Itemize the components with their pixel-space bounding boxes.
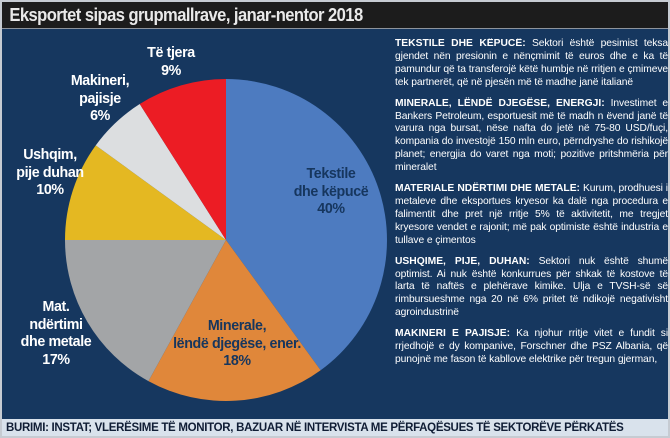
sector-notes: TEKSTILE DHE KËPUCË: Sektori është pesim… — [395, 38, 668, 415]
pie-slice-te-tjera — [139, 79, 226, 240]
slice-name: Minerale, lëndë djegëse, ener. — [173, 317, 301, 352]
note-body: Ka njohur rritje vitet e fundit si rrjed… — [395, 328, 668, 365]
note-heading: MINERALE, LËNDË DJEGËSE, ENERGJI: — [395, 97, 605, 109]
slice-percent: 10% — [36, 181, 64, 199]
note-minerale: MINERALE, LËNDË DJEGËSE, ENERGJI: Invest… — [395, 98, 668, 175]
slice-percent: 17% — [42, 350, 70, 368]
note-body: Sektori është pesimist teksa gjendet nën… — [395, 38, 668, 88]
note-materiale: MATERIALE NDËRTIMI DHE METALE: Kurum, pr… — [395, 183, 668, 248]
pie-slice-makineri — [95, 104, 226, 240]
slice-name: Mat. ndërtimi dhe metale — [20, 298, 92, 351]
note-body: Kurum, prodhuesi i metaleve dhe eksportu… — [395, 183, 668, 246]
chart-area: Të tjera 9% Makineri, pajisje 6% Ushqim, p… — [2, 29, 668, 419]
note-body: Investimet e Bankers Petroleum, esportue… — [395, 97, 668, 174]
note-heading: MATERIALE NDËRTIMI DHE METALE: — [395, 183, 580, 195]
pie-label-makineri: Makineri, pajisje 6% — [51, 72, 150, 125]
slice-name: Të tjera — [147, 44, 195, 61]
slice-percent: 6% — [90, 107, 110, 125]
pie-chart — [65, 79, 387, 402]
note-body: Sektori nuk është shumë optimist. Ai nuk… — [395, 255, 668, 319]
note-tekstile: TEKSTILE DHE KËPUCË: Sektori është pesim… — [395, 38, 668, 90]
note-heading: MAKINERI E PAJISJE: — [395, 328, 511, 340]
pie-label-minerale: Minerale, lëndë djegëse, ener. 18% — [145, 317, 329, 370]
note-heading: USHQIME, PIJE, DUHAN: — [395, 255, 530, 267]
page-title: Eksportet sipas grupmallrave, janar-nent… — [9, 4, 363, 25]
note-ushqime: USHQIME, PIJE, DUHAN: Sektori nuk është … — [395, 256, 668, 321]
pie-slice-tekstile — [226, 79, 387, 371]
source-text: BURIMI: INSTAT; VLERËSIME TË MONITOR, BA… — [6, 421, 624, 434]
slice-name: Makineri, pajisje — [70, 72, 130, 107]
slice-percent: 9% — [161, 61, 181, 79]
slice-name: Tekstile dhe këpucë — [293, 165, 369, 200]
pie-slice-materiale — [65, 240, 226, 382]
pie-label-te-tjera: Të tjera 9% — [131, 44, 211, 79]
title-bar: Eksportet sipas grupmallrave, janar-nent… — [2, 2, 668, 29]
pie-slice-ushqim — [65, 145, 226, 240]
pie-slice-minerale — [148, 240, 321, 402]
pie-label-materiale: Mat. ndërtimi dhe metale 17% — [9, 298, 104, 368]
note-makineri: MAKINERI E PAJISJE: Ka njohur rritje vit… — [395, 328, 668, 367]
note-heading: TEKSTILE DHE KËPUCË: — [395, 38, 526, 49]
slice-percent: 40% — [317, 200, 345, 218]
source-bar: BURIMI: INSTAT; VLERËSIME TË MONITOR, BA… — [2, 419, 668, 436]
slice-percent: 18% — [223, 352, 251, 370]
pie-label-tekstile: Tekstile dhe këpucë 40% — [265, 165, 396, 218]
slice-name: Ushqim, pije duhan — [16, 146, 84, 181]
pie-label-ushqim: Ushqim, pije duhan 10% — [3, 146, 98, 199]
